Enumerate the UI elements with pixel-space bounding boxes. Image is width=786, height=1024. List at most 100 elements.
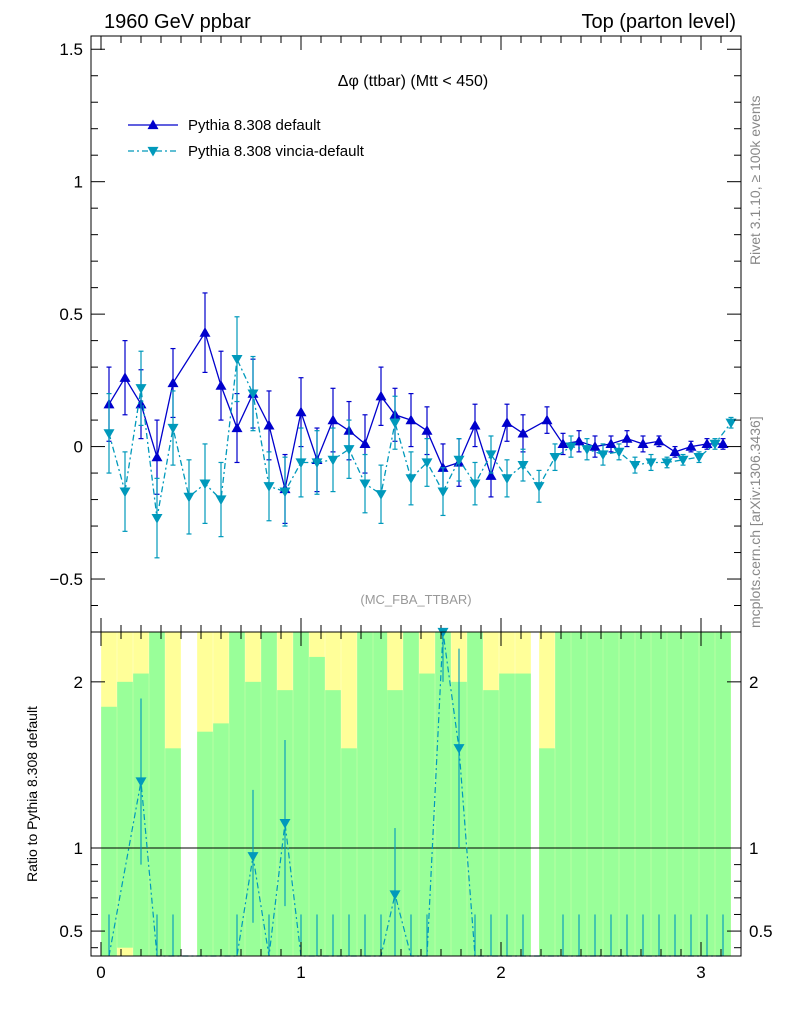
- data-point: [405, 414, 417, 425]
- data-point: [517, 427, 529, 438]
- green-band: [587, 632, 603, 956]
- data-point: [327, 414, 339, 425]
- green-band: [571, 632, 587, 956]
- data-point: [541, 414, 553, 425]
- green-band: [619, 632, 635, 956]
- green-band: [387, 690, 403, 956]
- green-band: [467, 632, 483, 956]
- data-point: [231, 422, 243, 433]
- main-series-layer: [103, 292, 737, 559]
- green-band: [539, 748, 555, 956]
- data-point: [135, 384, 147, 394]
- data-point: [685, 441, 697, 451]
- data-point: [375, 390, 387, 401]
- legend-label-vincia: Pythia 8.308 vincia-default: [188, 143, 365, 160]
- y-tick-label: −0.5: [49, 570, 83, 589]
- data-point: [533, 482, 545, 492]
- y-tick-label: 1.5: [59, 40, 83, 59]
- data-point: [453, 455, 465, 466]
- y-tick-label: 0: [74, 438, 83, 457]
- ratio-y-tick-label-right: 2: [749, 673, 758, 692]
- ratio-y-tick-label-right: 0.5: [749, 922, 773, 941]
- green-band: [357, 632, 373, 956]
- green-band: [667, 632, 683, 956]
- header-right: Top (parton level): [581, 11, 736, 33]
- ratio-point: [453, 744, 465, 754]
- data-point: [359, 479, 371, 490]
- data-point: [565, 442, 577, 453]
- data-point: [295, 406, 307, 417]
- data-point: [199, 327, 211, 337]
- green-band: [683, 632, 699, 956]
- y-tick-label: 0.5: [59, 305, 83, 324]
- data-point: [637, 438, 649, 449]
- green-band: [603, 632, 619, 956]
- data-point: [359, 438, 371, 449]
- legend-marker-default: [147, 119, 159, 130]
- data-point: [263, 482, 275, 492]
- green-band: [293, 632, 309, 956]
- green-band: [651, 632, 667, 956]
- data-point: [311, 458, 323, 468]
- data-point: [119, 372, 131, 382]
- data-point: [215, 380, 227, 390]
- data-point: [517, 460, 529, 471]
- data-point: [151, 451, 163, 462]
- series-line-1: [108, 356, 732, 519]
- green-band: [197, 731, 213, 956]
- rivet-label: Rivet 3.1.10, ≥ 100k events: [747, 95, 763, 265]
- data-point: [557, 438, 569, 449]
- data-point: [247, 389, 259, 400]
- data-point: [629, 460, 641, 471]
- y-tick-label: 1: [74, 173, 83, 192]
- x-tick-label: 3: [696, 963, 705, 982]
- data-point: [167, 377, 179, 388]
- data-point: [469, 479, 481, 490]
- ratio-ylabel: Ratio to Pythia 8.308 default: [24, 706, 40, 882]
- green-band: [499, 673, 515, 956]
- data-point: [589, 441, 601, 451]
- green-band: [101, 706, 117, 956]
- data-point: [103, 429, 115, 439]
- series-line-0: [108, 331, 723, 490]
- x-tick-label: 1: [296, 963, 305, 982]
- legend-label-default: Pythia 8.308 default: [188, 117, 321, 134]
- data-point: [501, 417, 513, 427]
- green-band: [229, 632, 245, 956]
- data-point: [421, 458, 433, 468]
- data-point: [437, 487, 449, 498]
- ratio-point: [279, 818, 291, 829]
- data-point: [389, 418, 401, 429]
- data-point: [597, 450, 609, 461]
- data-point: [693, 453, 705, 463]
- data-point: [661, 458, 673, 468]
- data-point: [677, 455, 689, 466]
- data-point: [405, 474, 417, 484]
- ratio-axes: 0.5 0.5 1 1 2 2 0 1 2 3: [59, 632, 773, 982]
- main-panel: −0.5 0 0.5 1 1.5 Δφ (ttbar) (Mtt < 450) (MC_…: [49, 35, 742, 633]
- ratio-point: [135, 777, 147, 788]
- data-point: [669, 446, 681, 457]
- ratio-y-tick-label-right: 1: [749, 839, 758, 858]
- green-band: [309, 656, 325, 956]
- green-band: [341, 748, 357, 956]
- main-title: Δφ (ttbar) (Mtt < 450): [338, 73, 488, 90]
- green-band: [213, 723, 229, 956]
- ratio-panel: 0.5 0.5 1 1 2 2 0 1 2 3 Ratio to Pythia 8.308 def…: [24, 627, 773, 982]
- data-point: [375, 490, 387, 500]
- data-point: [605, 438, 617, 449]
- green-band: [403, 632, 419, 956]
- data-point: [581, 445, 593, 455]
- data-point: [573, 435, 585, 446]
- green-band: [699, 632, 715, 956]
- ratio-y-tick-label: 1: [74, 839, 83, 858]
- main-axes: −0.5 0 0.5 1 1.5: [49, 36, 741, 632]
- data-point: [295, 458, 307, 468]
- data-point: [717, 438, 729, 449]
- green-band: [419, 673, 435, 956]
- green-band: [515, 673, 531, 956]
- ratio-point: [389, 890, 401, 901]
- green-band: [635, 632, 651, 956]
- data-point: [485, 470, 497, 480]
